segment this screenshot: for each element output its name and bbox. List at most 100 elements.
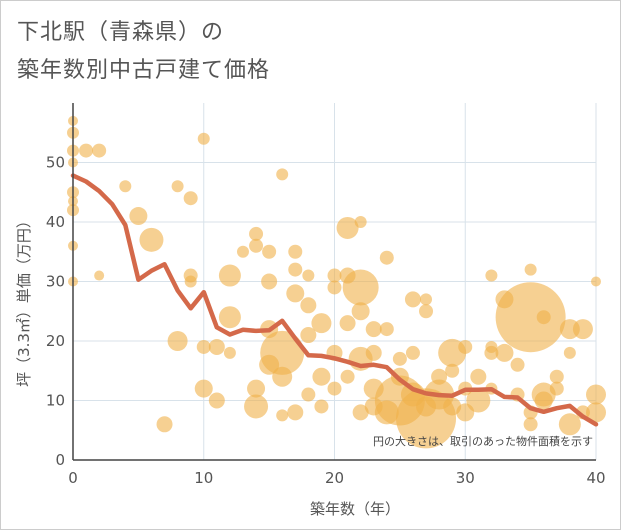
bubble-point	[379, 322, 394, 337]
bubble-point	[534, 391, 553, 410]
bubble-point	[119, 180, 132, 193]
bubble-point	[340, 369, 355, 384]
bubble-point	[392, 351, 407, 366]
bubble-point	[301, 387, 316, 402]
bubble-point	[194, 379, 213, 398]
y-tick-label: 20	[46, 332, 65, 350]
bubble-point	[365, 344, 382, 361]
bubble-point	[558, 413, 581, 436]
bubble-point	[196, 339, 211, 354]
bubble-point	[79, 143, 94, 158]
bubble-point	[311, 313, 332, 334]
bubble-point	[523, 417, 538, 432]
bubble-point	[354, 216, 367, 228]
bubble-point	[336, 216, 359, 239]
x-tick-label: 40	[586, 469, 605, 487]
bubble-point	[171, 180, 184, 193]
bubble-point	[139, 227, 164, 252]
bubble-point	[218, 264, 241, 287]
x-tick-label: 0	[68, 469, 78, 487]
bubble-point	[288, 262, 303, 277]
bubble-point	[458, 339, 473, 354]
y-tick-label: 40	[46, 213, 65, 231]
bubble-point	[352, 404, 369, 421]
bubble-point	[586, 384, 606, 405]
bubble-point	[312, 367, 331, 386]
bubble-point	[342, 269, 379, 306]
bubble-point	[92, 143, 107, 158]
x-tick-label: 30	[456, 469, 475, 487]
bubble-point	[445, 363, 460, 378]
bubble-point	[129, 207, 148, 226]
bubble-point	[495, 282, 566, 353]
bubble-point	[247, 379, 266, 398]
bubble-point	[223, 346, 236, 359]
bubble-point	[94, 270, 105, 281]
x-axis-label: 築年数（年）	[310, 500, 400, 518]
bubble-point	[419, 304, 434, 319]
bubble-point	[563, 346, 576, 359]
bubble-point	[524, 263, 537, 276]
bubble-point	[351, 302, 370, 321]
bubble-point	[327, 381, 342, 396]
bubble-point	[218, 306, 241, 329]
bubble-point	[260, 330, 305, 375]
y-tick-label: 10	[46, 392, 65, 410]
bubble-point	[300, 297, 317, 314]
tick-labels: 0 10 20 30 40 0 10 20 30 40 50	[46, 154, 606, 488]
bubble-point	[287, 404, 304, 421]
y-tick-label: 50	[46, 154, 65, 172]
bubble-point	[327, 268, 342, 283]
bubble-point	[485, 269, 498, 282]
chart-title-line1: 下北駅（青森県）の	[17, 20, 225, 45]
bubble-point	[365, 321, 382, 338]
bubble-point	[236, 245, 249, 258]
y-tick-label: 0	[55, 451, 65, 469]
bubble-point	[495, 343, 514, 362]
bubble-point	[339, 315, 356, 332]
trend-line-group	[70, 173, 599, 427]
x-tick-label: 10	[194, 469, 213, 487]
bubble-point	[288, 244, 303, 259]
bubble-point	[484, 345, 499, 360]
bubble-point	[262, 244, 277, 259]
bubble-point	[466, 388, 491, 413]
bubble-size-note: 円の大きさは、取引のあった物件面積を示す	[373, 434, 593, 448]
bubble-point	[405, 345, 420, 360]
bubble-point	[276, 168, 289, 181]
bubble-point	[536, 310, 551, 325]
bubble-point	[302, 269, 315, 282]
bubble-point	[549, 369, 564, 384]
y-tick-label: 30	[46, 273, 65, 291]
x-tick-label: 20	[325, 469, 344, 487]
bubble-point	[379, 250, 394, 265]
bubble-point	[286, 284, 305, 303]
bubble-series	[67, 115, 606, 449]
bubble-point	[572, 319, 593, 340]
chart-title-line2: 築年数別中古戸建て価格	[17, 58, 271, 83]
bubble-point	[314, 399, 329, 414]
bubble-point	[244, 394, 269, 419]
bubble-point	[327, 280, 342, 295]
bubble-point	[549, 381, 564, 396]
bubble-point	[156, 416, 173, 433]
bubble-point	[184, 275, 197, 288]
bubble-point	[167, 331, 188, 351]
bubble-point	[208, 392, 225, 409]
bubble-point	[183, 191, 198, 206]
trend-line	[70, 173, 599, 427]
bubble-point	[261, 273, 278, 290]
bubble-point	[470, 368, 487, 385]
axes	[72, 103, 596, 461]
bubble-point	[586, 402, 606, 423]
bubble-point	[208, 338, 225, 355]
bubble-point	[510, 357, 525, 372]
bubble-point	[276, 409, 289, 422]
bubble-point	[591, 276, 601, 287]
bubble-point	[249, 226, 264, 241]
y-axis-label: 坪（3.3㎡）単価（万円）	[15, 213, 33, 387]
bubble-point	[249, 238, 264, 253]
bubble-point	[300, 327, 317, 344]
